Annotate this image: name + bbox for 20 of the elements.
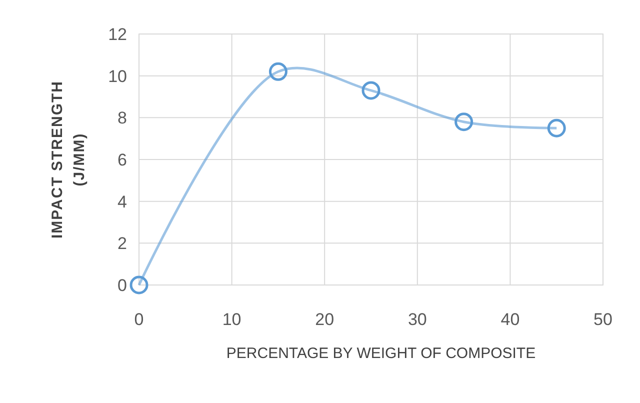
point <box>130 276 148 294</box>
y-tick-label: 12 <box>108 25 127 44</box>
point <box>362 81 380 100</box>
y-tick-label: 8 <box>118 108 127 128</box>
x-tick-label: 40 <box>500 310 520 329</box>
y-tick-label: 4 <box>118 192 127 212</box>
y-tick-label: 6 <box>118 150 127 170</box>
y-tick-label: 10 <box>108 66 127 86</box>
x-tick-label: 10 <box>222 310 242 329</box>
y-tick-label: 2 <box>118 234 127 254</box>
x-tick-label: 20 <box>315 310 334 329</box>
point <box>268 62 288 81</box>
point <box>454 112 474 132</box>
x-tick-label: 30 <box>408 310 427 329</box>
x-tick-label: 50 <box>594 310 612 329</box>
x-tick-label: 0 <box>134 310 144 329</box>
point <box>547 118 566 138</box>
y-tick-label: 0 <box>118 276 127 295</box>
y-axis-title: IMPACT STRENGTH (J/MM) <box>49 80 88 239</box>
x-axis-title: PERCENTAGE BY WEIGHT OF COMPOSITE <box>226 345 536 362</box>
